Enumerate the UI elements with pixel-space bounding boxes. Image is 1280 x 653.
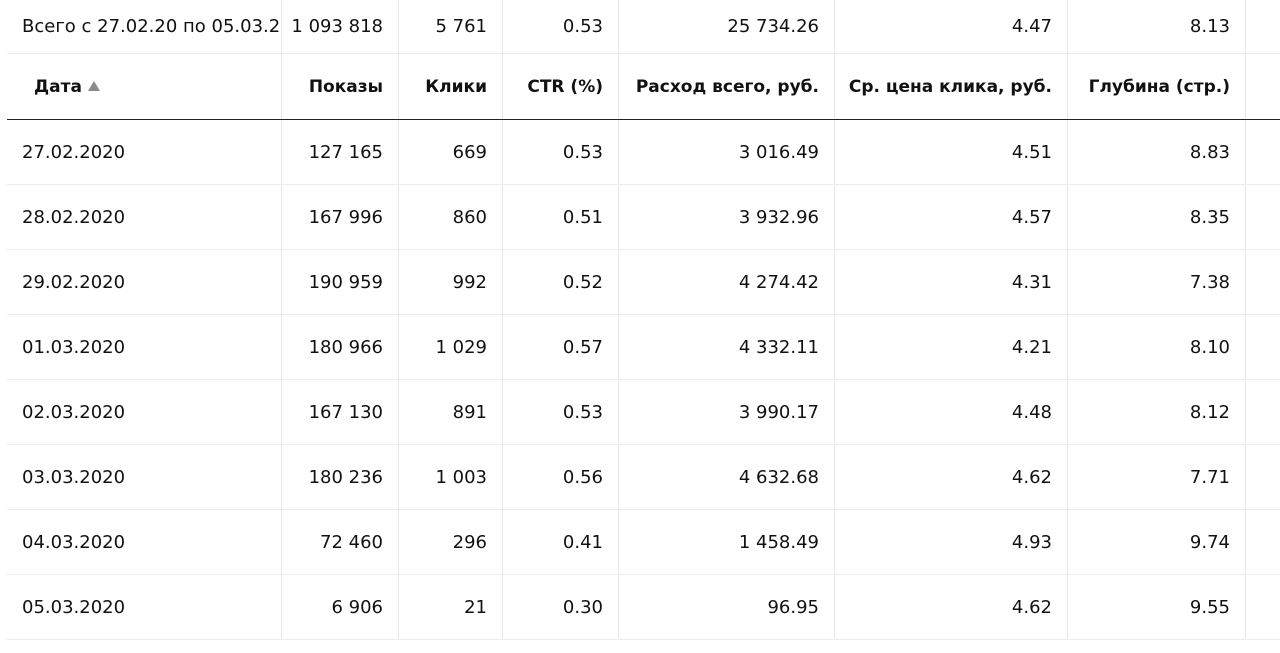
cell-ctr: 0.56 — [562, 466, 603, 488]
cell-depth: 8.83 — [1189, 141, 1230, 163]
cell-avg-cpc: 4.62 — [1011, 596, 1052, 618]
cell-spend: 3 016.49 — [738, 141, 819, 163]
cell-impressions: 127 165 — [308, 141, 383, 163]
column-divider — [834, 0, 835, 640]
cell-clicks: 669 — [452, 141, 487, 163]
stats-table: Всего с 27.02.20 по 05.03.20 1 093 818 5… — [7, 0, 1280, 640]
cell-depth: 7.38 — [1189, 271, 1230, 293]
header-date-label: Дата — [34, 76, 82, 97]
summary-clicks: 5 761 — [435, 16, 487, 37]
cell-spend: 3 932.96 — [738, 206, 819, 228]
table-row: 28.02.2020 167 996 860 0.51 3 932.96 4.5… — [7, 185, 1280, 250]
cell-impressions: 190 959 — [308, 271, 383, 293]
cell-impressions: 180 236 — [308, 466, 383, 488]
cell-date: 01.03.2020 — [22, 336, 126, 358]
table-header: Дата Показы Клики CTR (%) Расход всего, … — [7, 54, 1280, 120]
cell-ctr: 0.41 — [562, 531, 603, 553]
table-row: 03.03.2020 180 236 1 003 0.56 4 632.68 4… — [7, 445, 1280, 510]
summary-row: Всего с 27.02.20 по 05.03.20 1 093 818 5… — [7, 0, 1280, 54]
triangle-up-icon — [87, 80, 100, 91]
table-row: 27.02.2020 127 165 669 0.53 3 016.49 4.5… — [7, 120, 1280, 185]
cell-ctr: 0.57 — [562, 336, 603, 358]
cell-depth: 9.74 — [1189, 531, 1230, 553]
cell-date: 29.02.2020 — [22, 271, 126, 293]
cell-spend: 3 990.17 — [738, 401, 819, 423]
cell-date: 05.03.2020 — [22, 596, 126, 618]
cell-avg-cpc: 4.48 — [1011, 401, 1052, 423]
summary-spend: 25 734.26 — [727, 16, 819, 37]
summary-ctr: 0.53 — [562, 16, 603, 37]
column-divider — [618, 0, 619, 640]
summary-impressions: 1 093 818 — [291, 16, 383, 37]
header-impressions[interactable]: Показы — [308, 76, 383, 97]
cell-spend: 96.95 — [767, 596, 819, 618]
column-divider — [281, 0, 282, 640]
header-depth[interactable]: Глубина (стр.) — [1088, 76, 1230, 97]
header-date[interactable]: Дата — [7, 54, 281, 119]
cell-date: 04.03.2020 — [22, 531, 126, 553]
cell-ctr: 0.52 — [562, 271, 603, 293]
cell-date: 27.02.2020 — [22, 141, 126, 163]
cell-clicks: 1 029 — [435, 336, 487, 358]
cell-depth: 8.35 — [1189, 206, 1230, 228]
cell-avg-cpc: 4.51 — [1011, 141, 1052, 163]
cell-impressions: 180 966 — [308, 336, 383, 358]
summary-avg-cpc: 4.47 — [1011, 16, 1052, 37]
cell-avg-cpc: 4.62 — [1011, 466, 1052, 488]
cell-date: 03.03.2020 — [22, 466, 126, 488]
header-ctr[interactable]: CTR (%) — [527, 76, 603, 97]
cell-ctr: 0.53 — [562, 141, 603, 163]
cell-clicks: 891 — [452, 401, 487, 423]
cell-avg-cpc: 4.21 — [1011, 336, 1052, 358]
cell-depth: 8.12 — [1189, 401, 1230, 423]
table-row: 04.03.2020 72 460 296 0.41 1 458.49 4.93… — [7, 510, 1280, 575]
cell-clicks: 296 — [452, 531, 487, 553]
cell-impressions: 6 906 — [331, 596, 383, 618]
cell-impressions: 72 460 — [320, 531, 383, 553]
cell-impressions: 167 130 — [308, 401, 383, 423]
header-avg-cpc[interactable]: Ср. цена клика, руб. — [848, 76, 1052, 97]
column-divider — [1245, 0, 1246, 640]
header-spend[interactable]: Расход всего, руб. — [635, 76, 819, 97]
column-divider — [502, 0, 503, 640]
table-row: 02.03.2020 167 130 891 0.53 3 990.17 4.4… — [7, 380, 1280, 445]
cell-clicks: 860 — [452, 206, 487, 228]
cell-depth: 8.10 — [1189, 336, 1230, 358]
cell-ctr: 0.30 — [562, 596, 603, 618]
table-row: 05.03.2020 6 906 21 0.30 96.95 4.62 9.55 — [7, 575, 1280, 640]
cell-date: 02.03.2020 — [22, 401, 126, 423]
cell-avg-cpc: 4.31 — [1011, 271, 1052, 293]
cell-clicks: 992 — [452, 271, 487, 293]
cell-spend: 4 632.68 — [738, 466, 819, 488]
column-divider — [1067, 0, 1068, 640]
cell-date: 28.02.2020 — [22, 206, 126, 228]
summary-depth: 8.13 — [1189, 16, 1230, 37]
header-clicks[interactable]: Клики — [425, 76, 487, 97]
cell-depth: 7.71 — [1189, 466, 1230, 488]
cell-avg-cpc: 4.93 — [1011, 531, 1052, 553]
cell-avg-cpc: 4.57 — [1011, 206, 1052, 228]
cell-impressions: 167 996 — [308, 206, 383, 228]
cell-spend: 1 458.49 — [738, 531, 819, 553]
cell-clicks: 21 — [464, 596, 487, 618]
table-row: 01.03.2020 180 966 1 029 0.57 4 332.11 4… — [7, 315, 1280, 380]
table-row: 29.02.2020 190 959 992 0.52 4 274.42 4.3… — [7, 250, 1280, 315]
summary-label: Всего с 27.02.20 по 05.03.20 — [22, 16, 281, 37]
cell-depth: 9.55 — [1189, 596, 1230, 618]
cell-spend: 4 332.11 — [738, 336, 819, 358]
cell-clicks: 1 003 — [435, 466, 487, 488]
cell-ctr: 0.53 — [562, 401, 603, 423]
cell-spend: 4 274.42 — [738, 271, 819, 293]
cell-ctr: 0.51 — [562, 206, 603, 228]
column-divider — [398, 0, 399, 640]
